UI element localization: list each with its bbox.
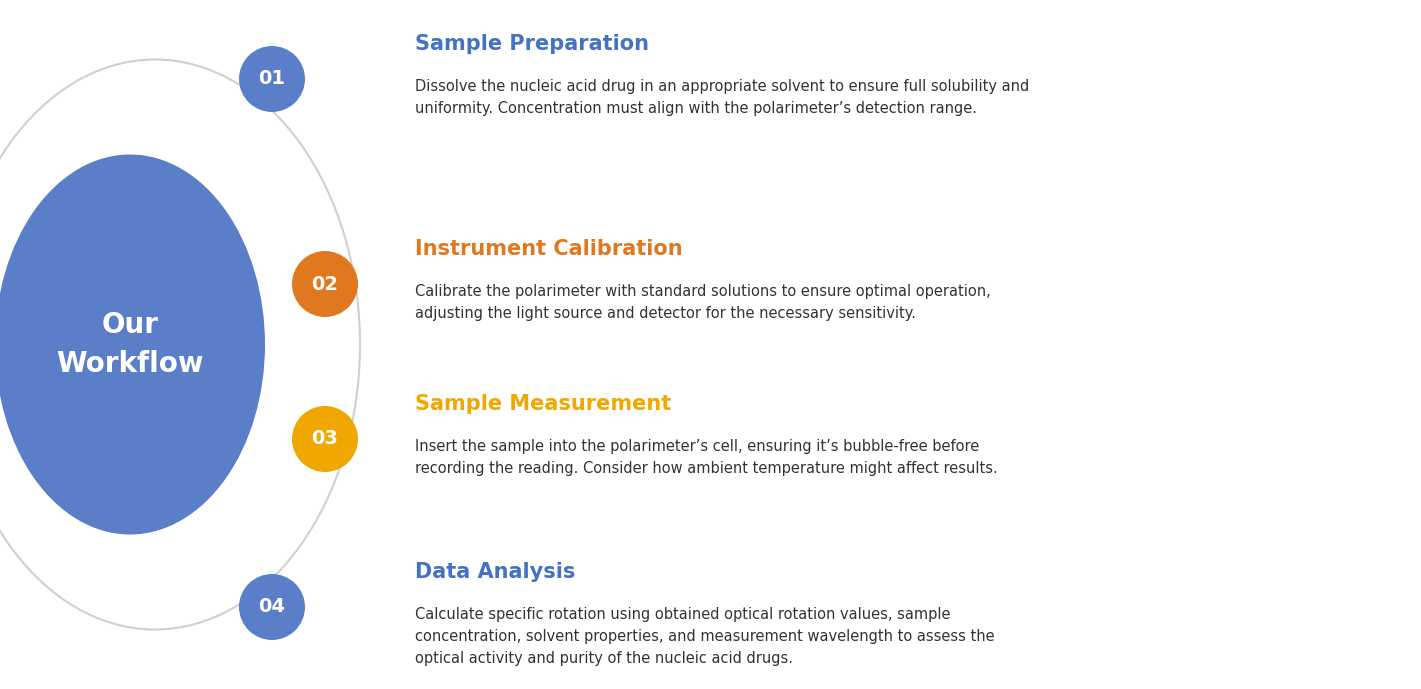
Text: 03: 03 [311, 429, 338, 449]
Circle shape [291, 406, 358, 472]
Text: Sample Preparation: Sample Preparation [415, 34, 649, 54]
Text: Our
Workflow: Our Workflow [57, 311, 203, 378]
Text: Calculate specific rotation using obtained optical rotation values, sample: Calculate specific rotation using obtain… [415, 607, 951, 622]
Text: Calibrate the polarimeter with standard solutions to ensure optimal operation,: Calibrate the polarimeter with standard … [415, 284, 990, 299]
Text: Sample Measurement: Sample Measurement [415, 394, 671, 414]
Text: Instrument Calibration: Instrument Calibration [415, 239, 682, 259]
Text: uniformity. Concentration must align with the polarimeter’s detection range.: uniformity. Concentration must align wit… [415, 101, 978, 116]
Text: optical activity and purity of the nucleic acid drugs.: optical activity and purity of the nucle… [415, 651, 793, 666]
Text: recording the reading. Consider how ambient temperature might affect results.: recording the reading. Consider how ambi… [415, 461, 998, 476]
Text: 02: 02 [311, 274, 338, 294]
Circle shape [239, 574, 306, 640]
Text: Insert the sample into the polarimeter’s cell, ensuring it’s bubble-free before: Insert the sample into the polarimeter’s… [415, 439, 979, 454]
Text: concentration, solvent properties, and measurement wavelength to assess the: concentration, solvent properties, and m… [415, 629, 995, 644]
Ellipse shape [0, 154, 264, 535]
Text: Data Analysis: Data Analysis [415, 562, 576, 582]
Circle shape [239, 46, 306, 112]
Circle shape [291, 251, 358, 317]
Text: 04: 04 [259, 597, 286, 617]
Text: Dissolve the nucleic acid drug in an appropriate solvent to ensure full solubili: Dissolve the nucleic acid drug in an app… [415, 79, 1029, 94]
Text: 01: 01 [259, 70, 286, 88]
Text: adjusting the light source and detector for the necessary sensitivity.: adjusting the light source and detector … [415, 306, 917, 321]
